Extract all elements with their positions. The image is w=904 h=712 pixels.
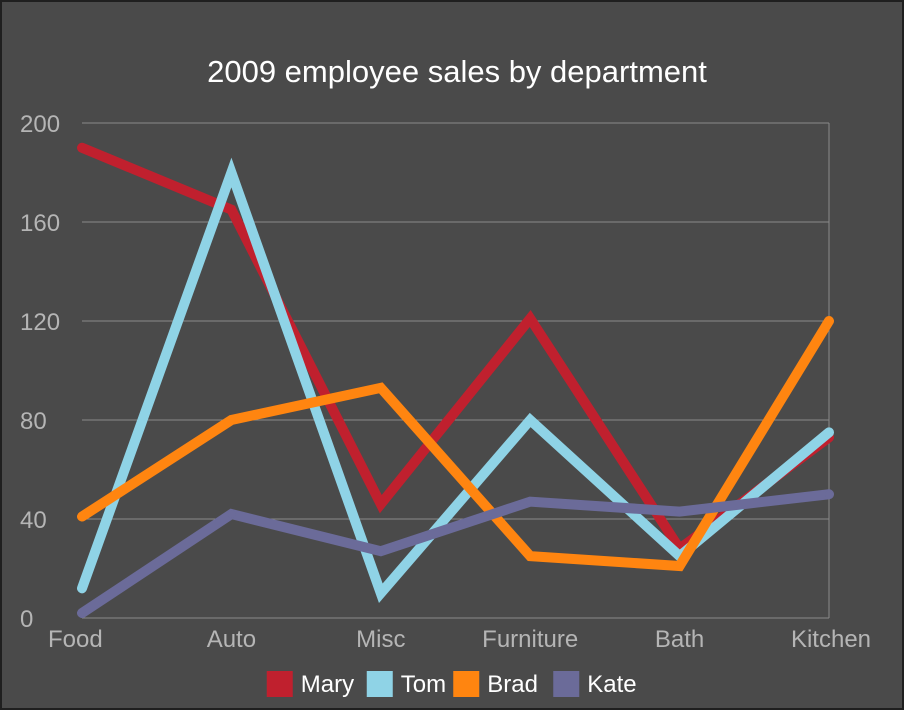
series-lines: [77, 142, 834, 619]
data-point-mary: [78, 143, 86, 152]
data-point-tom: [825, 428, 833, 437]
series-line-tom: [77, 157, 834, 604]
legend-swatch: [266, 671, 293, 697]
legend-swatch: [366, 671, 393, 697]
data-point-kate: [78, 609, 86, 618]
data-point-tom: [376, 589, 385, 598]
x-tick-label: Auto: [207, 626, 256, 653]
data-point-brad: [675, 562, 684, 571]
data-point-kate: [526, 497, 535, 506]
y-tick-label: 200: [20, 111, 60, 138]
legend-item-kate[interactable]: Kate: [553, 671, 637, 698]
legend-item-mary[interactable]: Mary: [266, 671, 354, 698]
x-axis-ticks: Food Auto Misc Furniture Bath Kitchen: [48, 626, 871, 653]
legend-item-brad[interactable]: Brad: [453, 671, 538, 698]
data-point-mary: [376, 500, 385, 509]
data-point-tom: [526, 416, 535, 424]
series-line-kate: [77, 489, 834, 619]
x-tick-label: Bath: [655, 626, 704, 653]
x-tick-label: Furniture: [482, 626, 578, 653]
legend-swatch: [553, 671, 580, 697]
series-line-mary: [77, 142, 834, 556]
x-tick-label: Kitchen: [791, 626, 871, 653]
data-point-mary: [526, 314, 535, 323]
grid: [82, 122, 830, 619]
data-point-kate: [376, 547, 385, 556]
legend-swatch: [453, 671, 480, 697]
series-line-brad: [77, 316, 834, 572]
legend-label: Tom: [401, 671, 446, 698]
y-tick-label: 40: [20, 507, 47, 534]
legend-label: Mary: [301, 671, 354, 698]
y-tick-label: 0: [20, 606, 33, 633]
data-point-brad: [376, 383, 385, 392]
data-point-brad: [526, 552, 535, 561]
y-axis-ticks: 0 40 80 120 160 200: [20, 111, 60, 633]
y-tick-label: 120: [20, 309, 60, 336]
data-point-tom: [78, 584, 86, 593]
legend: Mary Tom Brad Kate: [266, 671, 637, 698]
data-point-brad: [227, 416, 236, 424]
data-point-kate: [825, 490, 833, 499]
legend-label: Kate: [587, 671, 636, 698]
data-point-brad: [78, 512, 86, 521]
legend-item-tom[interactable]: Tom: [366, 671, 446, 698]
y-tick-label: 80: [20, 408, 47, 435]
legend-label: Brad: [487, 671, 538, 698]
data-point-mary: [227, 205, 236, 214]
data-point-brad: [825, 317, 833, 325]
data-point-kate: [227, 510, 236, 519]
data-point-kate: [675, 507, 684, 516]
data-point-tom: [227, 168, 236, 177]
chart-title: 2009 employee sales by department: [207, 54, 707, 89]
x-tick-label: Misc: [356, 626, 405, 653]
x-tick-label: Food: [48, 626, 103, 653]
y-tick-label: 160: [20, 210, 60, 237]
